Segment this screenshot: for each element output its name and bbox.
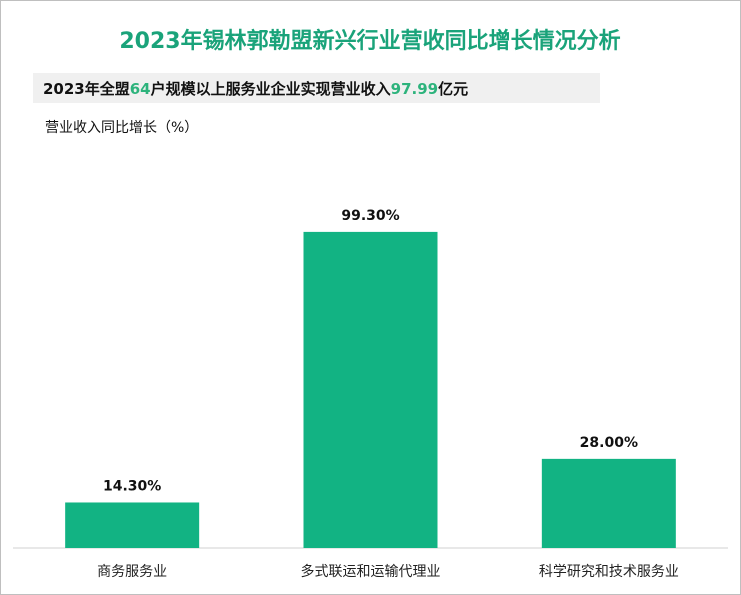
subtitle-number: 64 — [130, 80, 151, 98]
value-label: 28.00% — [580, 435, 638, 451]
subtitle-text: 亿元 — [438, 80, 468, 98]
x-tick-label: 科学研究和技术服务业 — [539, 564, 679, 580]
y-axis-label: 营业收入同比增长（%） — [45, 120, 198, 136]
subtitle-box — [33, 73, 600, 103]
x-tick-label: 商务服务业 — [97, 564, 167, 580]
subtitle-number: 97.99 — [391, 80, 438, 98]
x-tick-label: 多式联运和运输代理业 — [301, 563, 441, 580]
bar — [303, 231, 438, 548]
chart-title: 2023年锡林郭勒盟新兴行业营收同比增长情况分析 — [119, 28, 620, 54]
value-label: 99.30% — [341, 208, 399, 224]
bar — [541, 458, 676, 548]
value-label: 14.30% — [103, 478, 161, 494]
bar — [65, 502, 200, 548]
subtitle-text: 户规模以上服务业企业实现营业收入 — [151, 80, 391, 98]
subtitle: 2023年全盟64户规模以上服务业企业实现营业收入97.99亿元 — [43, 80, 468, 98]
subtitle-text: 2023年全盟 — [43, 80, 130, 98]
